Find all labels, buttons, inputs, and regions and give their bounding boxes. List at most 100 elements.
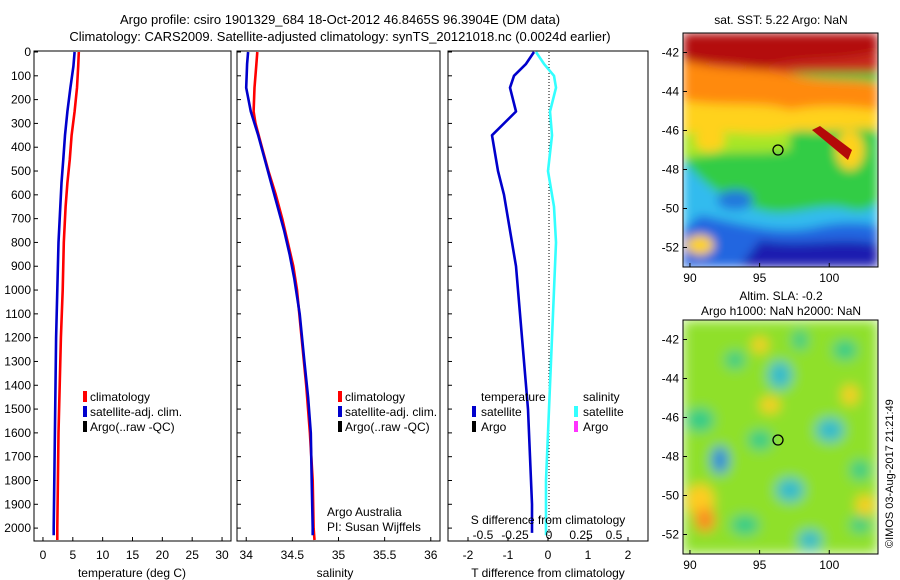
depth-tick-label: 1400: [4, 378, 31, 392]
lat-tick-label: -46: [662, 124, 680, 138]
series-line-satellite-adj-clim-: [52, 51, 76, 536]
sst-map-title: sat. SST: 5.22 Argo: NaN: [714, 13, 847, 27]
temperature-panel-frame: [33, 50, 232, 542]
lat-tick-label: -50: [662, 489, 680, 503]
temperature-x-label: temperature (deg C): [78, 566, 186, 580]
lon-tick-label: 95: [753, 271, 767, 285]
salinity-series: [244, 51, 316, 541]
lat-tick-label: -44: [662, 372, 680, 386]
lon-tick-label: 90: [683, 271, 697, 285]
difference-legend: temperature satellite Argo salinity sate…: [472, 390, 624, 434]
legend-argo-label: Argo(..raw -QC): [90, 420, 175, 434]
depth-tick-label: 2000: [4, 521, 31, 535]
lon-tick-label: 100: [819, 558, 839, 572]
legend-s-argo-label: Argo: [583, 420, 609, 434]
legend-s-satellite-label: satellite: [583, 405, 624, 419]
legend-salinity-heading: salinity: [583, 390, 620, 404]
legend-climatology-label: climatology: [90, 390, 150, 404]
argo-location-marker: [772, 144, 784, 156]
sst-map-axes: -42 -44 -46 -48 -50 -52 90 95 100: [662, 46, 840, 286]
sla-map-title-line2: Argo h1000: NaN h2000: NaN: [701, 304, 861, 318]
series-line-salinity-satellite: [534, 51, 558, 536]
depth-tick-label: 800: [11, 235, 31, 249]
sla-map-axes: -42 -44 -46 -48 -50 -52 90 95 100: [662, 333, 840, 573]
x-tick-label: 10: [96, 548, 110, 562]
difference-series: [490, 51, 558, 536]
x-tick-label: 25: [186, 548, 200, 562]
legend-argo-swatch: [83, 421, 87, 432]
legend-t-argo-label: Argo: [481, 420, 507, 434]
lat-tick-label: -52: [662, 528, 680, 542]
legend-t-argo-swatch: [472, 421, 476, 432]
lon-tick-label: 95: [753, 558, 767, 572]
depth-tick-label: 1200: [4, 331, 31, 345]
depth-tick-label: 0: [24, 45, 31, 59]
x-tick-label: 2: [625, 548, 632, 562]
depth-tick-label: 1300: [4, 354, 31, 368]
legend-s-satellite-swatch: [574, 406, 578, 417]
s-tick-label: -0.25: [501, 528, 529, 542]
sst-field: [683, 33, 878, 267]
salinity-panel: 34 34.5 35 35.5 36 salinity climatology sate…: [236, 50, 441, 580]
legend-temperature-heading: temperature: [481, 390, 546, 404]
s-tick-label: 0.5: [606, 528, 623, 542]
x-tick-label: 0: [40, 548, 47, 562]
lon-tick-label: 100: [819, 271, 839, 285]
lat-tick-label: -44: [662, 85, 680, 99]
depth-tick-label: 1700: [4, 450, 31, 464]
x-tick-label: 34.5: [281, 548, 305, 562]
imos-credit: ©IMOS 03-Aug-2017 21:21:49: [884, 399, 896, 548]
x-tick-label: 35: [332, 548, 346, 562]
temperature-panel: 0100200300400500600700800900100011001200…: [4, 45, 232, 580]
lat-tick-label: -50: [662, 202, 680, 216]
legend-t-satellite-swatch: [472, 406, 476, 417]
depth-tick-label: 1600: [4, 426, 31, 440]
series-line-temperature-satellite: [490, 51, 536, 533]
legend-satellite-label: satellite-adj. clim.: [345, 405, 437, 419]
difference-x-axis: -2 -1 0 1 2: [463, 537, 632, 562]
legend-argo-label: Argo(..raw -QC): [345, 420, 430, 434]
legend-satellite-label: satellite-adj. clim.: [90, 405, 182, 419]
sla-map-frame: [682, 319, 879, 555]
header-title-line2: Climatology: CARS2009. Satellite-adjuste…: [69, 29, 610, 44]
salinity-legend: climatology satellite-adj. clim. Argo(..…: [338, 390, 437, 434]
lat-tick-label: -52: [662, 241, 680, 255]
argo-location-marker: [772, 434, 784, 446]
legend-s-argo-swatch: [574, 421, 578, 432]
x-tick-label: 0: [545, 548, 552, 562]
s-tick-label: 0: [546, 528, 553, 542]
sst-map-panel: sat. SST: 5.22 Argo: NaN: [662, 13, 879, 286]
difference-y-ticks: [448, 51, 452, 529]
depth-tick-label: 200: [11, 93, 31, 107]
s-tick-label: -0.5: [473, 528, 494, 542]
x-tick-label: 30: [215, 548, 229, 562]
temperature-x-axis: 0 5 10 15 20 25 30: [40, 537, 229, 562]
depth-tick-label: 1100: [5, 307, 31, 321]
depth-tick-label: 1900: [4, 497, 31, 511]
series-line-satellite-adj-clim-: [244, 51, 314, 536]
header-title-line1: Argo profile: csiro 1901329_684 18-Oct-2…: [120, 12, 560, 27]
legend-climatology-swatch: [338, 391, 342, 402]
legend-climatology-label: climatology: [345, 390, 405, 404]
depth-tick-label: 700: [11, 212, 31, 226]
lat-tick-label: -48: [662, 163, 680, 177]
sla-map-title-line1: Altim. SLA: -0.2: [739, 289, 823, 303]
legend-climatology-swatch: [83, 391, 87, 402]
salinity-y-ticks: [237, 51, 241, 529]
x-tick-label: 1: [585, 548, 592, 562]
sla-field: [683, 320, 878, 554]
x-tick-label: 15: [126, 548, 140, 562]
lon-tick-label: 90: [683, 558, 697, 572]
s-tick-label: 0.25: [569, 528, 593, 542]
depth-tick-label: 1800: [4, 473, 31, 487]
s-difference-label: S difference from climatology: [471, 513, 626, 527]
x-tick-label: 20: [156, 548, 170, 562]
depth-tick-label: 400: [11, 140, 31, 154]
legend-satellite-swatch: [83, 406, 87, 417]
x-tick-label: -1: [503, 548, 514, 562]
depth-tick-label: 100: [11, 69, 31, 83]
x-tick-label: 36: [424, 548, 438, 562]
series-line-climatology: [56, 51, 81, 540]
s-difference-ticks: -0.5 -0.25 0 0.25 0.5: [473, 528, 623, 542]
